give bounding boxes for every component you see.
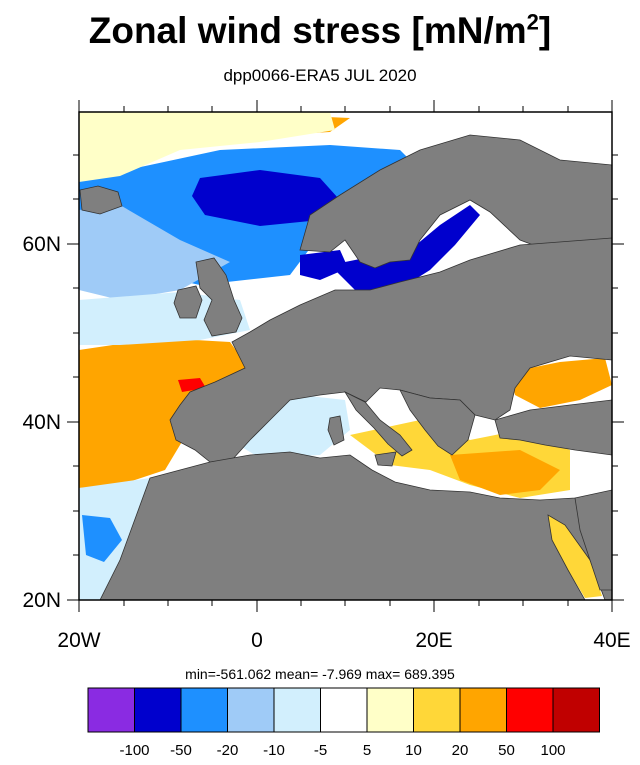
field-mid-atlantic-lightblue <box>79 292 250 345</box>
x-label-20e: 20E <box>415 629 452 652</box>
colorbar-box-7 <box>413 687 461 733</box>
field-baltic-dark <box>330 205 480 292</box>
colorbar: -100 -50 -20 -10 -5 5 10 20 50 100 <box>87 687 600 759</box>
land-iceland <box>79 185 123 215</box>
colorbar-box-9 <box>506 687 554 733</box>
colorbar-box-5 <box>320 687 368 733</box>
field-med-east-orange <box>450 450 560 495</box>
colorbar-label-9: 100 <box>540 742 565 759</box>
y-label-60n: 60N <box>22 233 61 256</box>
colorbar-label-5: 5 <box>363 742 371 759</box>
land-arabia <box>574 489 612 591</box>
field-norwegian-sea-dark <box>192 170 338 226</box>
colorbar-label-0: -100 <box>119 742 149 759</box>
field-black-sea-orange <box>510 358 612 408</box>
colorbar-box-4 <box>273 687 321 733</box>
land-turkey <box>494 399 612 456</box>
map-field <box>79 112 612 600</box>
land-sardinia-corsica <box>327 415 345 446</box>
axis-ticks <box>67 100 624 612</box>
field-statistics: min=-561.062 mean= -7.969 max= 689.395 <box>185 666 455 682</box>
colorbar-box-2 <box>180 687 228 733</box>
land-africa <box>99 451 612 600</box>
land-ireland <box>173 285 203 319</box>
field-atlantic-light-yellow <box>79 112 335 182</box>
field-red-sea-yellow <box>548 515 602 598</box>
land-scandinavia <box>299 134 612 269</box>
land-great-britain <box>195 257 243 337</box>
colorbar-label-7: 20 <box>452 742 469 759</box>
colorbar-box-8 <box>459 687 507 733</box>
land-balkans-greece <box>399 389 476 456</box>
land-sicily <box>374 451 397 467</box>
colorbar-boxes <box>87 687 600 733</box>
colorbar-label-8: 50 <box>498 742 515 759</box>
field-north-sea-dark <box>300 250 348 280</box>
field-north-atlantic-light <box>79 205 230 300</box>
colorbar-label-4: -5 <box>314 742 327 759</box>
colorbar-label-1: -50 <box>170 742 192 759</box>
colorbar-box-1 <box>134 687 182 733</box>
chart-title: Zonal wind stress [mN/m2] <box>88 9 552 51</box>
x-label-0: 0 <box>251 629 263 652</box>
colorbar-labels: -100 -50 -20 -10 -5 5 10 20 50 100 <box>119 742 565 759</box>
land-italy <box>343 391 413 457</box>
x-label-20w: 20W <box>57 629 100 652</box>
colorbar-box-3 <box>227 687 275 733</box>
x-label-40e: 40E <box>593 629 630 652</box>
colorbar-box-10 <box>552 687 600 733</box>
colorbar-box-0 <box>87 687 135 733</box>
field-canary-blue <box>82 515 122 562</box>
colorbar-label-6: 10 <box>405 742 422 759</box>
colorbar-label-3: -10 <box>263 742 285 759</box>
chart-subtitle: dpp0066-ERA5 JUL 2020 <box>223 66 417 85</box>
colorbar-label-2: -20 <box>217 742 239 759</box>
land-masses <box>79 134 612 600</box>
y-label-40n: 40N <box>22 411 61 434</box>
y-label-20n: 20N <box>22 589 61 612</box>
field-iberian-atlantic-orange <box>79 338 250 488</box>
colorbar-box-6 <box>366 687 414 733</box>
